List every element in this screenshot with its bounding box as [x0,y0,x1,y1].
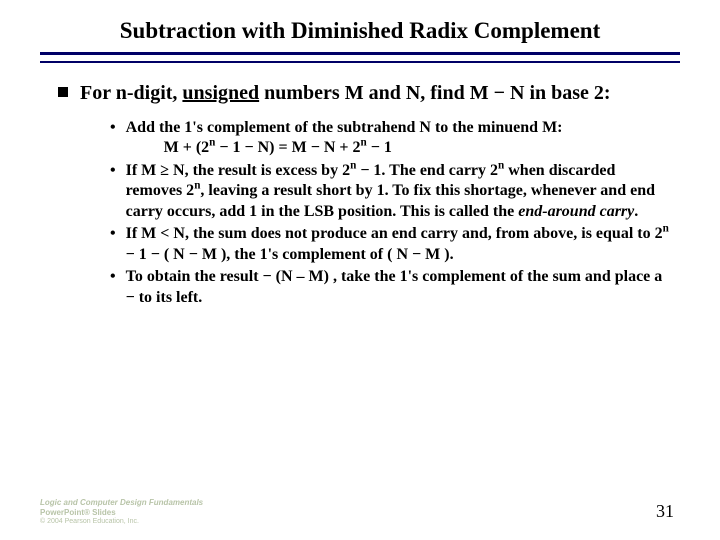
page-number: 31 [656,501,674,522]
sub-1-formula: M + (2n − 1 − N) = M − N + 2n − 1 [164,138,563,158]
main-bullet-text: For n-digit, unsigned numbers M and N, f… [80,81,611,106]
footer-line-2: PowerPoint® Slides [40,508,203,518]
sub-1-line: Add the 1's complement of the subtrahend… [126,119,563,136]
sub-bullet-3: • If M < N, the sum does not produce an … [110,224,670,265]
bullet-dot-icon: • [110,224,116,244]
slide: Subtraction with Diminished Radix Comple… [0,0,720,540]
bullet-dot-icon: • [110,118,116,138]
main-post: numbers M and N, find M − N in base 2: [259,82,610,104]
sub-list: • Add the 1's complement of the subtrahe… [110,118,670,308]
square-bullet-icon [58,87,68,97]
divider-thin [40,61,680,63]
footer-line-1: Logic and Computer Design Fundamentals [40,498,203,508]
bullet-dot-icon: • [110,161,116,181]
sub-text-1: Add the 1's complement of the subtrahend… [126,118,563,159]
sub-bullet-1: • Add the 1's complement of the subtrahe… [110,118,670,159]
footer-line-3: © 2004 Pearson Education, Inc. [40,518,203,526]
bullet-dot-icon: • [110,267,116,287]
main-pre: For n-digit, [80,82,182,104]
sub-bullet-4: • To obtain the result − (N – M) , take … [110,267,670,308]
main-underlined: unsigned [182,82,259,104]
footer-credits: Logic and Computer Design Fundamentals P… [40,498,203,526]
sub-bullet-2: • If M ≥ N, the result is excess by 2n −… [110,161,670,222]
sub-text-2: If M ≥ N, the result is excess by 2n − 1… [126,161,670,222]
sub-text-3: If M < N, the sum does not produce an en… [126,224,670,265]
slide-title: Subtraction with Diminished Radix Comple… [40,18,680,44]
sub-text-4: To obtain the result − (N – M) , take th… [126,267,670,308]
divider-thick [40,52,680,55]
main-bullet: For n-digit, unsigned numbers M and N, f… [58,81,680,106]
